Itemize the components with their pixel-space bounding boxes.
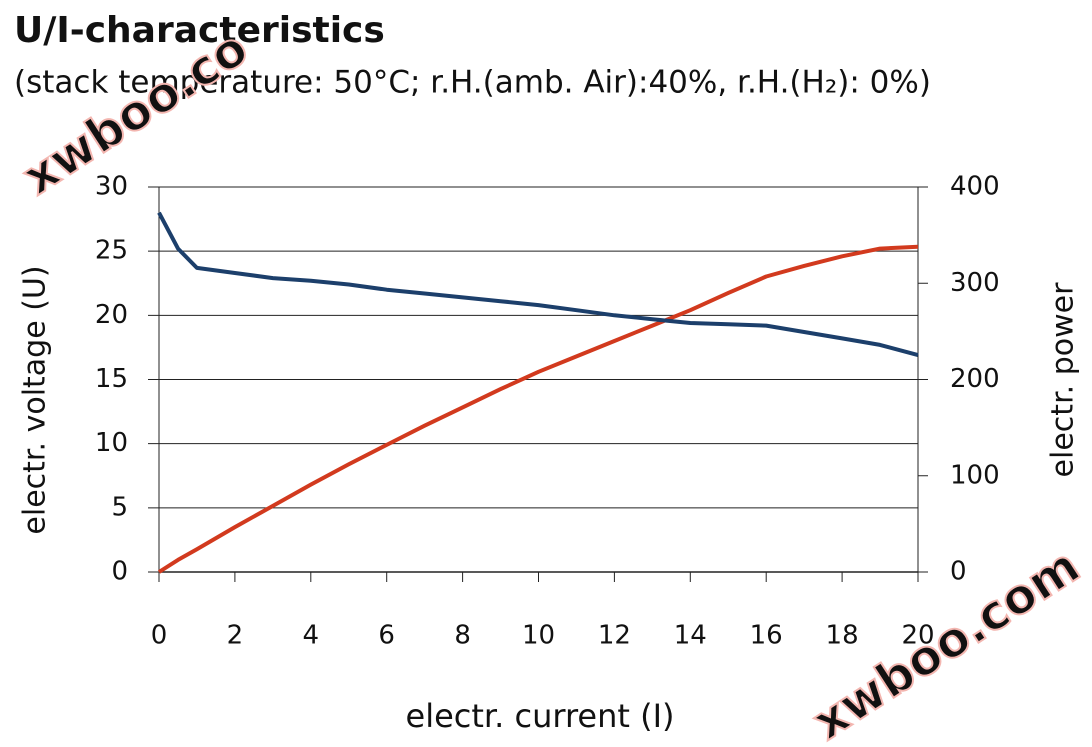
- y-tick-label: 15: [95, 364, 128, 394]
- x-tick-label: 12: [598, 621, 631, 651]
- y-tick-label: 25: [95, 236, 128, 266]
- y-tick-label: 20: [95, 300, 128, 330]
- x-tick-label: 2: [227, 621, 244, 651]
- y-tick-label: 0: [111, 557, 128, 587]
- y2-tick-label: 300: [950, 268, 1000, 298]
- x-tick-label: 4: [303, 621, 320, 651]
- data-line: [157, 244, 919, 574]
- y2-axis-label: electr. power: [1046, 282, 1081, 478]
- y2-tick-label: 100: [950, 460, 1000, 490]
- y2-tick-label: 200: [950, 364, 1000, 394]
- x-axis-label: electr. current (I): [406, 697, 675, 735]
- x-tick-label: 0: [151, 621, 168, 651]
- y-tick-label: 30: [95, 172, 128, 202]
- y2-tick-label: 400: [950, 172, 1000, 202]
- x-tick-label: 10: [522, 621, 555, 651]
- chart-title: U/I-characteristics: [14, 10, 385, 51]
- x-tick-label: 6: [378, 621, 395, 651]
- y-axis-label: electr. voltage (U): [18, 265, 53, 534]
- data-line: [157, 211, 919, 358]
- y2-tick-label: 0: [950, 557, 967, 587]
- chart-subtitle: (stack temperature: 50°C; r.H.(amb. Air)…: [14, 65, 931, 101]
- x-tick-label: 14: [674, 621, 707, 651]
- x-tick-label: 20: [901, 621, 934, 651]
- x-tick-label: 16: [750, 621, 783, 651]
- y-tick-label: 5: [111, 492, 128, 522]
- x-tick-label: 8: [454, 621, 471, 651]
- y-tick-label: 10: [95, 428, 128, 458]
- x-tick-label: 18: [826, 621, 859, 651]
